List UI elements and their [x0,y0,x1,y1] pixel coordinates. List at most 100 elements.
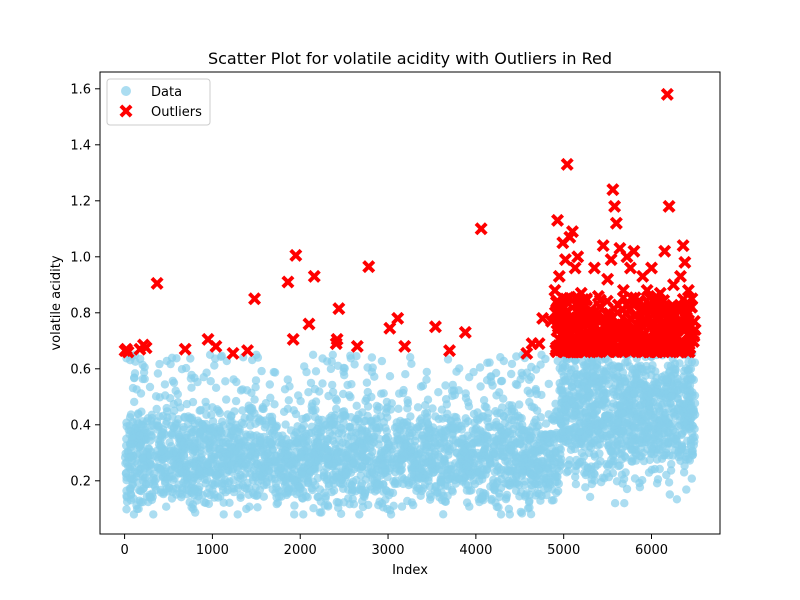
data-point [632,414,641,423]
data-point [151,392,161,401]
data-point [634,435,644,445]
outlier-point [544,314,558,328]
data-point [523,386,532,395]
data-point [586,462,596,471]
data-point [610,499,620,508]
data-point [533,444,542,453]
data-point [316,427,325,436]
outlier-point [332,302,346,316]
data-point [484,454,493,463]
data-point [520,480,529,490]
data-point [481,441,490,450]
data-point [255,470,264,480]
data-point [301,413,311,423]
data-point [246,430,255,439]
data-point [398,418,408,427]
data-point [497,474,506,484]
data-point [268,428,277,438]
data-point [283,450,292,459]
data-point [383,403,392,412]
y-tick-label: 1.6 [70,82,91,97]
data-point [392,422,401,431]
data-point [385,372,395,381]
outlier-point [350,339,364,353]
data-point [653,475,663,484]
data-point [593,460,603,469]
data-point [630,474,640,483]
outlier-point [565,225,579,239]
data-point [677,444,686,453]
outlier-point [631,295,645,309]
data-point [217,428,226,437]
data-point [430,438,440,447]
data-point [422,375,431,384]
data-point [496,510,506,519]
data-point [476,382,485,391]
data-point [166,394,175,403]
data-point [513,380,522,390]
data-point [298,493,307,503]
data-point [273,462,282,471]
data-point [204,499,214,509]
data-point [302,367,311,377]
data-point [255,485,265,494]
data-point [345,500,354,509]
data-point [326,416,335,425]
data-point [571,466,580,476]
data-point [221,377,230,386]
data-point [358,485,367,495]
data-point [363,363,372,372]
data-point [515,400,524,409]
data-point [309,504,318,513]
data-point [483,358,492,367]
data-point [602,432,612,441]
data-point [244,461,254,470]
data-point [205,467,215,477]
data-point [318,415,327,425]
data-point [328,462,337,471]
data-point [662,470,671,480]
data-point [233,463,242,472]
data-point [630,379,639,388]
outlier-point [660,87,674,101]
data-point [526,510,536,519]
data-point [541,419,551,428]
data-point [451,436,460,445]
data-point [622,484,632,494]
data-point [126,426,135,436]
outlier-point [681,283,695,297]
x-tick-label: 3000 [371,543,404,558]
data-point [213,493,223,502]
x-tick-label: 6000 [635,543,668,558]
data-point [341,468,350,477]
data-point [582,384,592,393]
data-point [306,467,315,477]
data-point [681,364,691,373]
data-point [154,422,163,432]
data-point [298,463,308,472]
plot-frame [99,71,721,535]
data-point [187,415,197,425]
data-point [651,367,660,376]
outlier-point [555,316,569,330]
data-point [409,500,418,510]
data-point [392,455,402,464]
outlier-point [636,340,650,354]
data-point [669,364,678,373]
data-point [323,454,332,463]
data-point [352,401,361,410]
data-point [377,356,387,366]
data-point [441,381,450,390]
data-point [180,413,189,422]
data-point [267,439,276,448]
data-point [621,419,630,428]
data-point [642,433,652,442]
data-point [454,462,463,471]
data-point [236,470,245,480]
data-point [328,380,337,390]
data-point [607,455,616,464]
data-point [403,396,412,405]
data-point [369,438,379,447]
outlier-point [678,255,692,269]
outlier-point [667,324,681,338]
